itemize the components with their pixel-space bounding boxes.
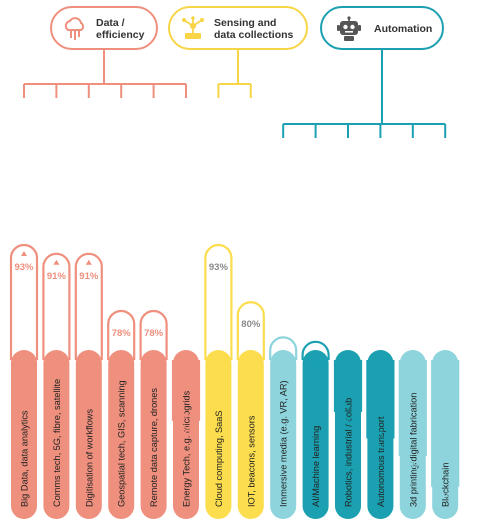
trend-down-icon — [377, 431, 384, 437]
category-label: Automation — [374, 23, 433, 35]
bar-value-label: 93% — [209, 262, 229, 273]
bar-label-capsule — [11, 350, 37, 519]
category-data-efficiency: Data / efficiency — [50, 6, 158, 50]
category-label: Sensing and data collections — [214, 17, 294, 41]
bar-value-label: 56% — [176, 425, 196, 436]
bar-category-label: Immersive media (e.g. VR, AR) — [279, 380, 289, 507]
bar-outline — [9, 243, 39, 360]
trend-up-icon — [85, 259, 92, 265]
bar-outline — [269, 336, 298, 360]
bar-value-label: 78% — [144, 328, 164, 339]
bar-label-capsule — [75, 350, 102, 519]
bar-category-label: Comms tech, 5G, fibre, satellite — [52, 379, 62, 507]
bar-label-capsule — [173, 350, 199, 519]
bar-label-capsule — [237, 350, 264, 519]
trend-down-icon — [183, 413, 189, 419]
bar-value-label: 91% — [79, 271, 99, 282]
trend-up-icon — [21, 251, 27, 256]
bar-category-label: 3d printing/digital fabrication — [408, 393, 418, 507]
bar-category-label: Geospatial tech, GIS, scanning — [117, 380, 127, 507]
category-label: Data / efficiency — [96, 17, 145, 41]
bar-label-capsule — [270, 350, 297, 519]
bar-outline — [42, 252, 71, 360]
bar-label-capsule — [302, 350, 329, 519]
bar-outline — [139, 309, 168, 360]
bar-value-label: 41% — [436, 491, 456, 502]
bar-label-capsule — [43, 350, 70, 519]
bar-label-capsule — [399, 350, 426, 519]
bar-value-label: 91% — [47, 271, 67, 282]
cloud-data-icon — [64, 17, 85, 40]
bar-outline — [74, 252, 103, 360]
bar-outline — [107, 309, 136, 360]
bar-category-label: Energy Tech, e.g. microgrids — [182, 390, 192, 507]
sensor-network-icon — [182, 16, 204, 39]
bar-category-label: Autonomous transport — [376, 416, 386, 507]
category-sensing: Sensing and data collections — [168, 6, 308, 50]
bar-value-label: 80% — [241, 319, 261, 330]
bar-outline — [204, 243, 233, 360]
bar-category-label: Digitisation of workflows — [84, 409, 94, 507]
bar-category-label: Remote data capture, drones — [149, 388, 159, 507]
trend-up-icon — [53, 259, 60, 265]
bar-outline — [301, 340, 330, 360]
bar-category-label: Robotics, industrial / collab — [344, 398, 354, 507]
bar-category-label: AI/Machine learning — [311, 426, 321, 507]
bar-category-label: Big Data, data analytics — [20, 410, 30, 507]
bar-category-label: Cloud computing, SaaS — [214, 410, 224, 507]
robot-icon — [337, 16, 361, 41]
bar-category-label: Blockchain — [441, 463, 451, 507]
bar-value-label: 48% — [403, 460, 423, 471]
bar-label-capsule — [205, 350, 232, 519]
category-automation: Automation — [320, 6, 444, 50]
bar-value-label: 71% — [306, 359, 326, 370]
bar-value-label: 93% — [14, 262, 34, 273]
bar-value-label: 78% — [112, 328, 132, 339]
trend-down-icon — [345, 405, 351, 410]
bar-label-capsule — [140, 350, 167, 519]
bar-label-capsule — [432, 350, 459, 519]
bar-value-label: 72% — [274, 354, 294, 365]
bar-value-label: 52% — [371, 442, 391, 453]
bar-value-label: 58% — [338, 416, 358, 427]
bar-label-capsule — [108, 350, 135, 519]
bar-category-label: IOT, beacons, sensors — [246, 415, 256, 507]
bar-label-capsule — [335, 350, 361, 519]
bar-outline — [236, 301, 265, 360]
